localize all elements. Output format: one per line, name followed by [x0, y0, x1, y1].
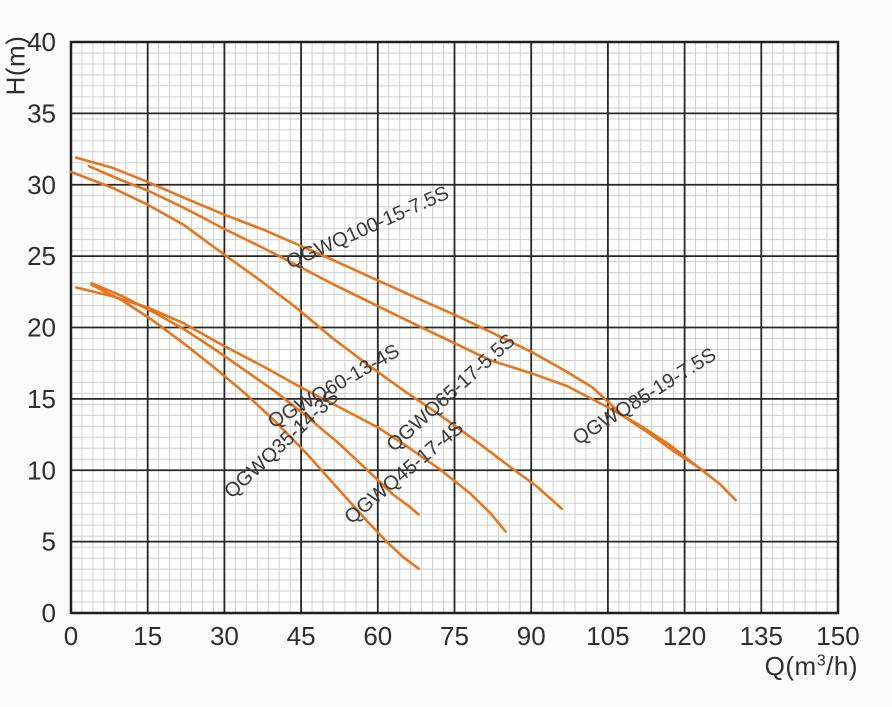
x-tick-label: 75 [440, 621, 469, 651]
plot-border [69, 40, 840, 615]
y-tick-label: 20 [27, 313, 56, 343]
y-tick-label: 5 [42, 527, 56, 557]
pump-curve-QGWQ85-19-7.5S [87, 164, 738, 502]
x-tick-label: 150 [816, 621, 859, 651]
x-axis-title-unit: /h) [826, 651, 858, 681]
y-tick-label: 35 [27, 98, 56, 128]
y-tick-label: 0 [42, 598, 56, 628]
x-tick-label: 60 [363, 621, 392, 651]
x-tick-label: 105 [586, 621, 629, 651]
y-tick-label: 40 [27, 27, 56, 57]
pump-curve-QGWQ45-17-4S [90, 281, 421, 516]
y-tick-label: 30 [27, 170, 56, 200]
x-axis-title: Q(m3/h) [765, 651, 858, 682]
x-tick-label: 45 [287, 621, 316, 651]
y-tick-label: 15 [27, 384, 56, 414]
y-tick-label: 25 [27, 241, 56, 271]
x-axis-title-text: Q(m [764, 651, 817, 681]
pump-curve-QGWQ65-17-5.5S [69, 170, 564, 511]
x-tick-label: 0 [64, 621, 78, 651]
y-tick-label: 10 [27, 455, 56, 485]
pump-curve-QGWQ60-13-4S [74, 286, 507, 533]
pump-curve-QGWQ100-15-7.5S [74, 156, 707, 474]
x-tick-label: 15 [133, 621, 162, 651]
x-tick-label: 30 [210, 621, 239, 651]
x-tick-label: 90 [517, 621, 546, 651]
x-tick-label: 135 [740, 621, 783, 651]
x-tick-label: 120 [663, 621, 706, 651]
pump-curve-QGWQ35-14-3S [90, 283, 421, 571]
x-axis-title-superscript: 3 [816, 651, 827, 670]
y-axis-title: H(m) [0, 35, 31, 96]
